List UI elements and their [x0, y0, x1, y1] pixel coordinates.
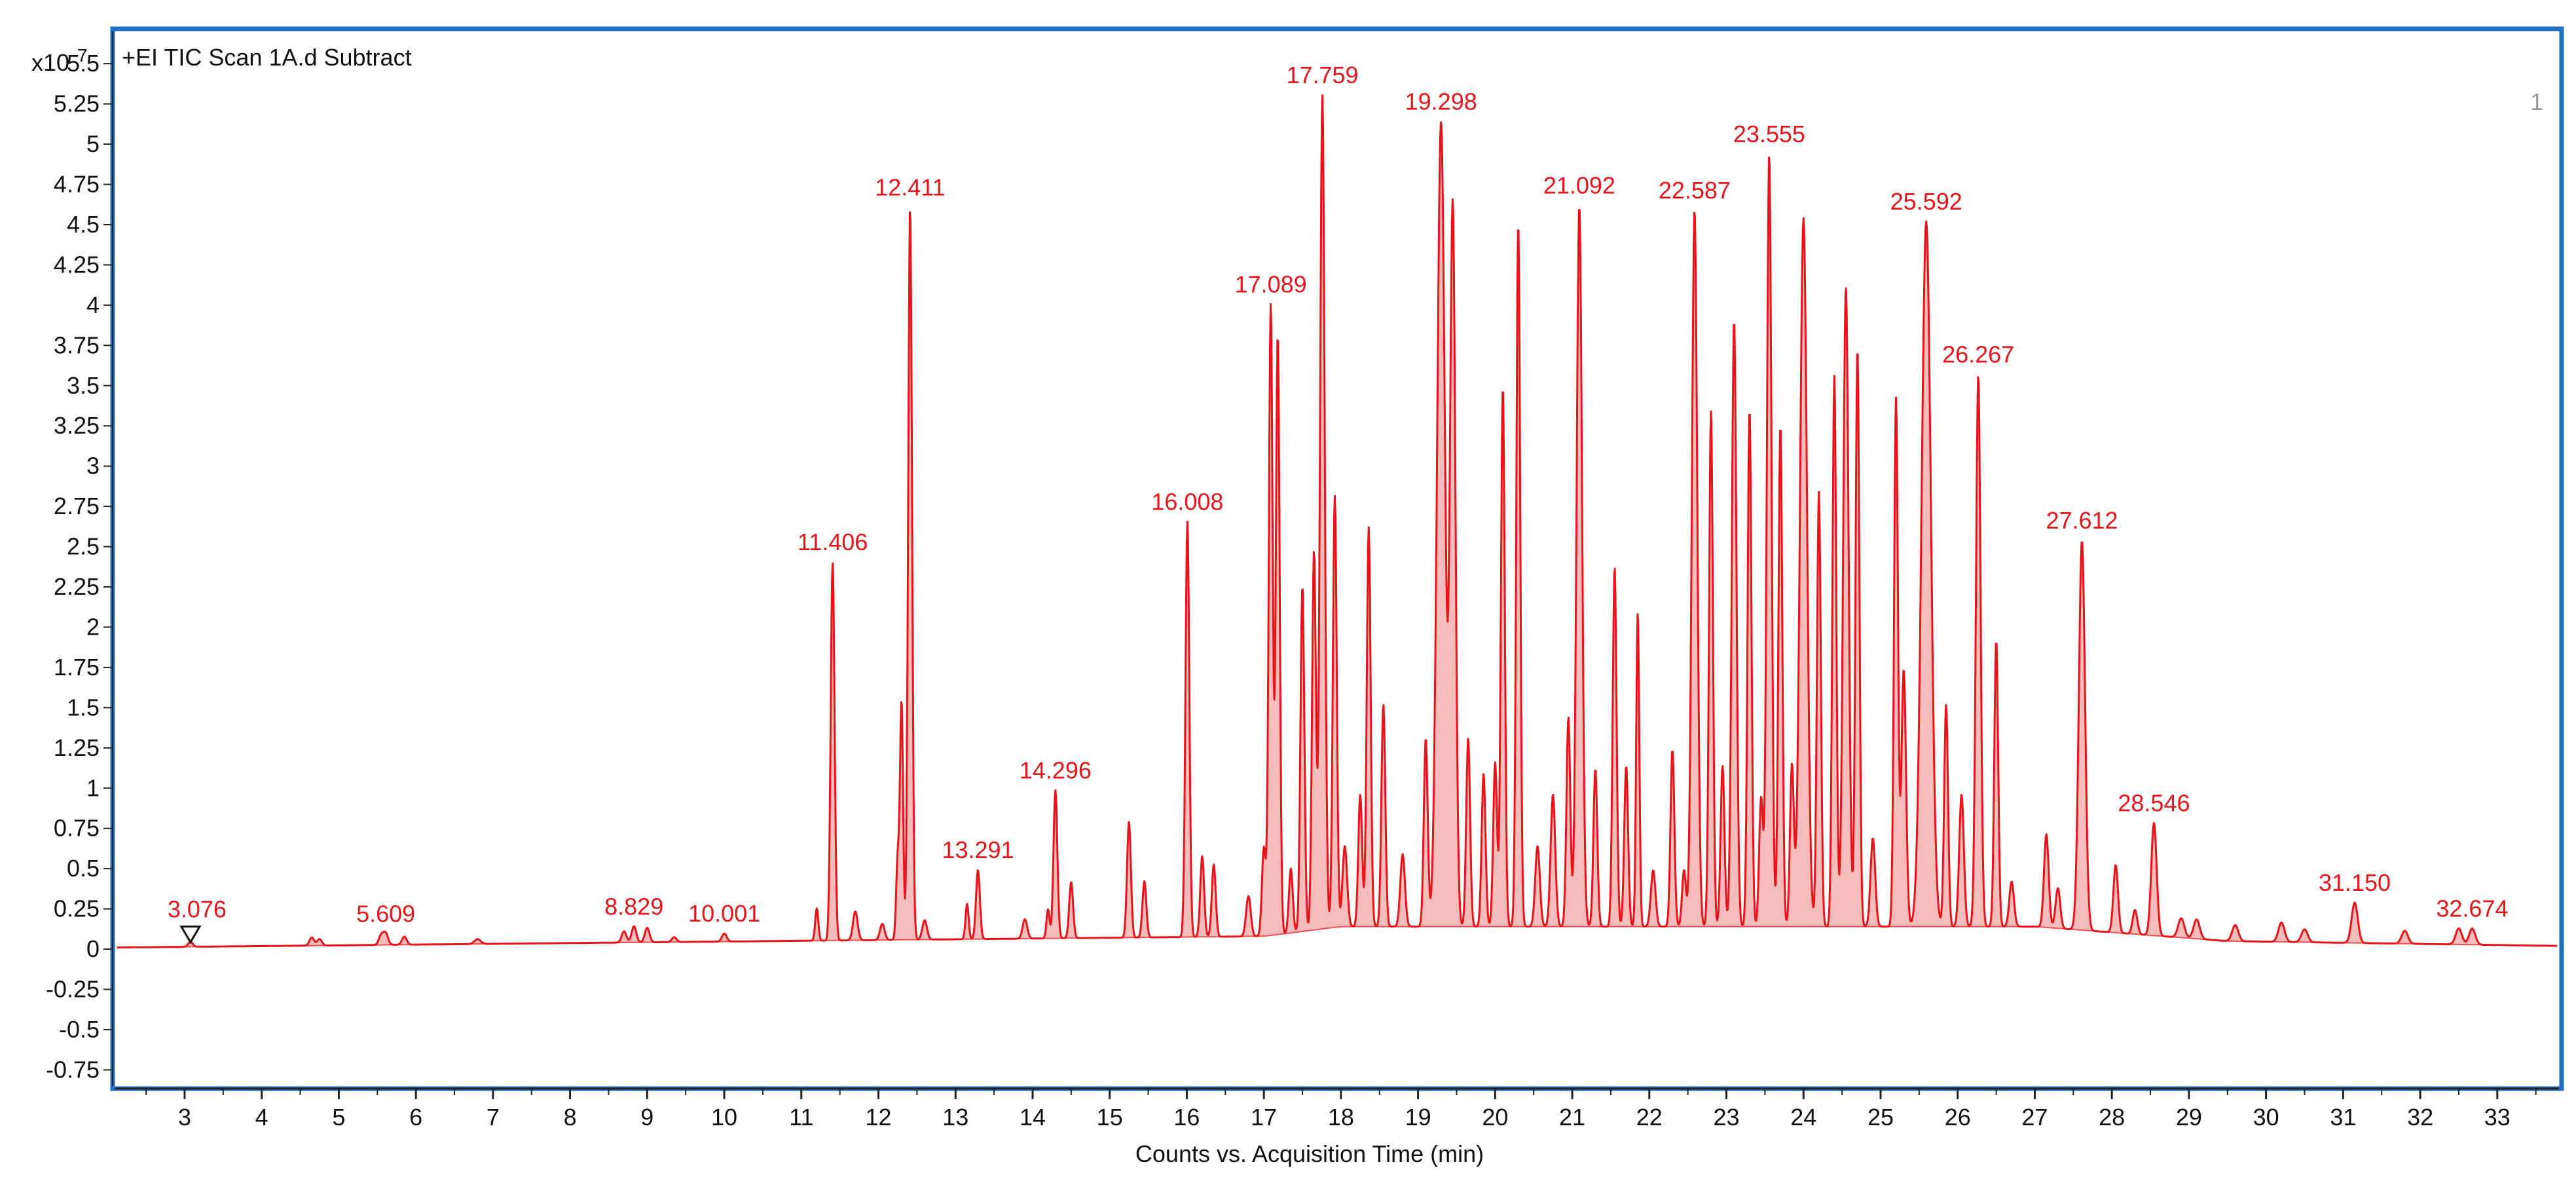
- x-tick-label: 16: [1173, 1104, 1200, 1131]
- y-tick-label: 5: [86, 130, 100, 157]
- y-tick-label: 3: [86, 453, 100, 479]
- y-tick-label: 0.25: [54, 895, 100, 922]
- peak-label: 5.609: [356, 900, 415, 927]
- trace-layer: [116, 94, 2558, 949]
- peak-label: 17.759: [1286, 62, 1358, 88]
- y-tick-label: 2: [86, 613, 100, 640]
- tic-trace-line: [116, 94, 2558, 949]
- y-tick-label: 0: [86, 935, 100, 962]
- y-tick-label: 1.25: [54, 734, 100, 761]
- peak-label: 31.150: [2319, 869, 2391, 896]
- peak-label: 19.298: [1405, 88, 1477, 115]
- peak-label: 13.291: [942, 836, 1014, 863]
- y-scale-label: x10: [31, 49, 69, 76]
- x-tick-label: 5: [332, 1104, 345, 1131]
- axis-layer: 3 4 5 6 7 8 9 10 11 12 13 14 15 16 17 18 19 20 21 22 23 24 25 2…: [46, 31, 2559, 1131]
- peak-label: 28.546: [2118, 789, 2190, 816]
- y-tick-label: 1.75: [54, 654, 100, 681]
- x-tick-label: 13: [942, 1104, 968, 1131]
- y-tick-label: 1.5: [67, 694, 100, 720]
- x-tick-label: 29: [2176, 1104, 2202, 1131]
- x-tick-label: 22: [1636, 1104, 1663, 1131]
- y-tick-label: 2.75: [54, 493, 100, 519]
- peak-label: 17.089: [1235, 271, 1307, 298]
- y-tick-label: 4.25: [54, 251, 100, 278]
- peak-label: 22.587: [1659, 177, 1731, 204]
- x-tick-label: 28: [2099, 1104, 2125, 1131]
- y-tick-label: 2.25: [54, 573, 100, 600]
- y-tick-label: 5.5: [67, 50, 100, 77]
- x-tick-label: 11: [789, 1104, 813, 1131]
- peak-label: 25.592: [1890, 188, 1962, 215]
- x-tick-label: 32: [2407, 1104, 2433, 1131]
- y-tick-label: 1: [86, 774, 100, 801]
- retention-marker-triangle: [179, 926, 202, 945]
- x-tick-label: 18: [1328, 1104, 1354, 1131]
- x-tick-label: 19: [1405, 1104, 1431, 1131]
- y-tick-label: -0.75: [46, 1056, 100, 1083]
- y-scale-exponent: 7: [77, 45, 88, 66]
- x-tick-label: 33: [2484, 1104, 2511, 1131]
- x-tick-label: 23: [1714, 1104, 1740, 1131]
- x-tick-label: 12: [865, 1104, 891, 1131]
- y-tick-label: 4.75: [54, 171, 100, 198]
- x-tick-label: 27: [2021, 1104, 2048, 1131]
- x-tick-label: 14: [1020, 1104, 1046, 1131]
- peak-label: 14.296: [1020, 757, 1092, 783]
- peak-label: 23.555: [1733, 121, 1805, 147]
- y-tick-label: 0.5: [67, 855, 100, 882]
- y-tick-label: 4.5: [67, 211, 100, 238]
- x-tick-label: 20: [1482, 1104, 1508, 1131]
- y-tick-label: 3.5: [67, 372, 100, 399]
- y-tick-label: 3.25: [54, 412, 100, 439]
- x-axis-title: Counts vs. Acquisition Time (min): [1135, 1140, 1484, 1167]
- x-tick-label: 31: [2330, 1104, 2356, 1131]
- x-tick-label: 8: [564, 1104, 577, 1131]
- y-tick-label: 5.25: [54, 90, 100, 117]
- x-tick-label: 9: [640, 1104, 653, 1131]
- y-tick-label: 0.75: [54, 815, 100, 842]
- x-tick-label: 21: [1559, 1104, 1585, 1131]
- y-tick-label: -0.25: [46, 976, 100, 1003]
- x-tick-label: 17: [1251, 1104, 1277, 1131]
- x-tick-label: 30: [2253, 1104, 2279, 1131]
- peak-label: 8.829: [604, 893, 663, 920]
- pane-number: 1: [2530, 88, 2543, 115]
- x-tick-label: 26: [1945, 1104, 1971, 1131]
- x-tick-label: 15: [1097, 1104, 1123, 1131]
- peak-label: 26.267: [1942, 341, 2014, 368]
- x-tick-label: 3: [178, 1104, 191, 1131]
- y-tick-label: -0.5: [59, 1016, 100, 1043]
- peak-label: 16.008: [1151, 488, 1223, 515]
- y-tick-label: 3.75: [54, 331, 100, 358]
- peak-label: 32.674: [2436, 895, 2508, 922]
- trace-title: +EI TIC Scan 1A.d Subtract: [122, 44, 412, 71]
- x-tick-label: 6: [409, 1104, 422, 1131]
- marker-label: 3.076: [168, 896, 227, 923]
- x-tick-label: 10: [711, 1104, 737, 1131]
- peak-label: 21.092: [1543, 172, 1615, 198]
- x-tick-label: 7: [487, 1104, 500, 1131]
- x-tick-label: 24: [1790, 1104, 1816, 1131]
- y-tick-label: 2.5: [67, 533, 100, 560]
- y-tick-label: 4: [86, 291, 100, 318]
- x-tick-label: 4: [255, 1104, 268, 1131]
- peak-label: 27.612: [2046, 507, 2118, 534]
- peak-label: 11.406: [798, 529, 868, 555]
- x-tick-label: 25: [1868, 1104, 1894, 1131]
- peak-label: 12.411: [875, 174, 945, 200]
- peak-label-layer: 5.609 8.829 10.001 11.406 12.411 13.291 14.296…: [168, 62, 2509, 927]
- peak-label: 10.001: [688, 900, 760, 927]
